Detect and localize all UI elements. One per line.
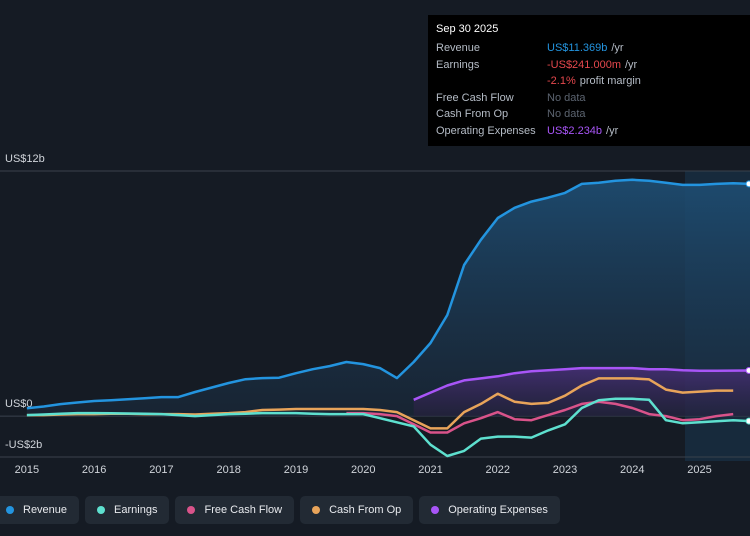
tooltip-label: Operating Expenses <box>436 124 536 137</box>
tooltip-value: US$11.369b <box>547 42 608 55</box>
area <box>26 179 750 417</box>
legend-item[interactable]: Revenue <box>0 496 80 524</box>
x-tick-label: 2021 <box>418 464 442 476</box>
tooltip-unit: /yr <box>625 58 638 71</box>
x-tick-label: 2017 <box>149 464 173 476</box>
y-tick-label: US$12b <box>5 153 45 165</box>
tooltip-label: Revenue <box>436 42 481 55</box>
end-dot <box>745 180 750 188</box>
legend-swatch <box>187 506 196 514</box>
end-dot <box>745 367 750 375</box>
x-tick-label: 2022 <box>486 464 510 476</box>
tooltip: Sep 30 2025 Revenue US$11.369b/yr Earnings -… <box>428 15 750 146</box>
legend: Revenue Earnings Free Cash Flow Cash From O… <box>0 496 560 524</box>
legend-swatch <box>312 506 321 514</box>
end-dot <box>745 417 750 425</box>
tooltip-value: -2.1% <box>547 75 576 88</box>
legend-item[interactable]: Earnings <box>85 496 170 524</box>
x-tick-label: 2016 <box>82 464 106 476</box>
tooltip-label: Cash From Op <box>436 108 509 121</box>
tooltip-unit: profit margin <box>579 75 641 88</box>
line <box>26 178 750 410</box>
legend-swatch <box>431 506 440 514</box>
line <box>26 397 750 458</box>
tooltip-label: Earnings <box>436 58 480 71</box>
tooltip-row: Free Cash Flow No data <box>436 90 742 107</box>
tooltip-row: Revenue US$11.369b/yr <box>436 40 742 57</box>
line <box>346 400 734 434</box>
tooltip-row: Earnings -US$241.000m/yr <box>436 57 742 74</box>
legend-swatch <box>6 506 14 514</box>
y-tick-label: -US$2b <box>5 439 42 451</box>
x-tick-label: 2023 <box>553 464 577 476</box>
x-tick-label: 2024 <box>620 464 644 476</box>
legend-label: Free Cash Flow <box>204 504 283 516</box>
legend-swatch <box>97 506 106 514</box>
legend-item[interactable]: Cash From Op <box>300 496 414 524</box>
legend-label: Earnings <box>114 504 158 516</box>
tooltip-date: Sep 30 2025 <box>436 23 499 35</box>
tooltip-label: Free Cash Flow <box>436 91 514 104</box>
line <box>413 366 750 401</box>
x-tick-label: 2018 <box>216 464 240 476</box>
tooltip-value: -US$241.000m <box>547 58 621 71</box>
tooltip-value: No data <box>547 91 586 104</box>
tooltip-row: Cash From Op No data <box>436 106 742 123</box>
chart: -US$2b US$0 US$12b 2015 2016 2017 2018 2019 2020… <box>0 153 750 476</box>
x-tick-label: 2025 <box>687 464 711 476</box>
tooltip-value: US$2.234b <box>547 124 603 137</box>
tooltip-value: No data <box>547 108 586 121</box>
tooltip-row: Operating Expenses US$2.234b/yr <box>436 123 742 140</box>
tooltip-unit: /yr <box>606 124 619 137</box>
x-tick-label: 2015 <box>15 464 39 476</box>
legend-label: Revenue <box>23 504 68 516</box>
legend-item[interactable]: Operating Expenses <box>419 496 560 524</box>
x-tick-label: 2019 <box>284 464 308 476</box>
x-tick-label: 2020 <box>351 464 375 476</box>
tooltip-row: -2.1% profit margin <box>436 73 742 90</box>
area <box>413 368 750 417</box>
legend-label: Cash From Op <box>329 504 402 516</box>
tooltip-unit: /yr <box>611 42 624 55</box>
legend-item[interactable]: Free Cash Flow <box>175 496 295 524</box>
y-tick-label: US$0 <box>5 398 33 410</box>
legend-label: Operating Expenses <box>448 504 548 516</box>
